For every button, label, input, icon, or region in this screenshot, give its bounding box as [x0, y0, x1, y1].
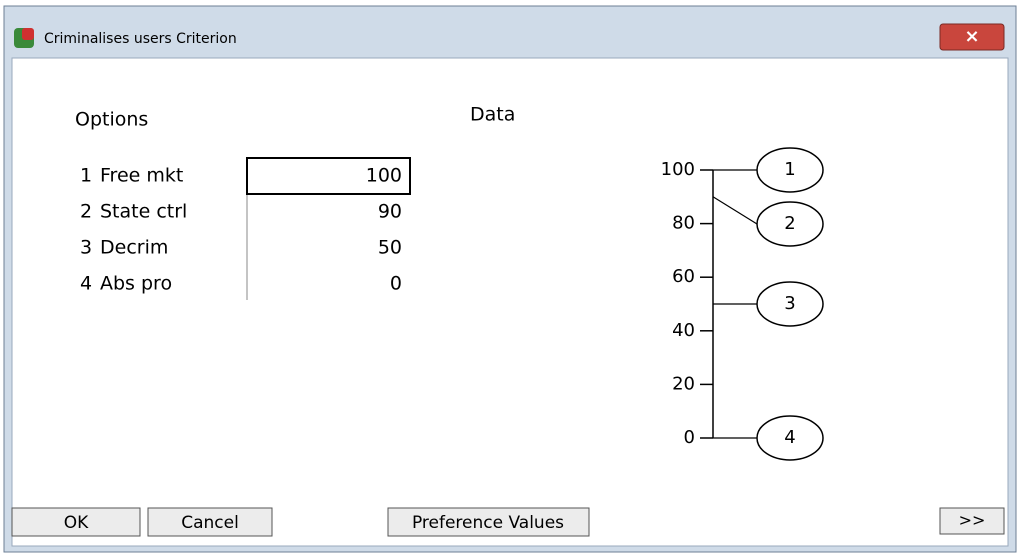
option-marker-label: 4 [784, 427, 795, 448]
option-marker [756, 147, 824, 193]
option-name: Decrim [100, 237, 168, 259]
option-value: 90 [378, 201, 402, 223]
option-number: 4 [80, 273, 92, 295]
scale-tick-label: 20 [672, 373, 695, 394]
scale-tick-label: 60 [672, 266, 695, 287]
option-marker-label: 1 [784, 159, 795, 180]
option-marker [756, 415, 824, 461]
more-button-bg [939, 507, 1005, 535]
option-marker [756, 201, 824, 247]
preference-button-label: Preference Values [412, 513, 564, 533]
window-body [11, 57, 1009, 547]
data-heading: Data [470, 104, 515, 126]
cancel-button[interactable]: Cancel [147, 507, 273, 537]
scale-tick-label: 80 [672, 213, 695, 234]
options-heading: Options [75, 109, 148, 131]
cancel-button-bg [147, 507, 273, 537]
option-name: State ctrl [100, 201, 187, 223]
option-marker [756, 281, 824, 327]
option-marker-label: 3 [784, 293, 795, 314]
scale-tick-label: 100 [661, 159, 695, 180]
preference-button[interactable]: Preference Values [387, 507, 590, 537]
option-number: 2 [80, 201, 92, 223]
option-name: Abs pro [100, 273, 172, 295]
option-number: 3 [80, 237, 92, 259]
option-value: 0 [390, 273, 402, 295]
close-button-label: × [964, 26, 979, 47]
more-button-label: >> [959, 511, 986, 530]
cancel-button-label: Cancel [181, 513, 239, 533]
option-marker-label: 2 [784, 213, 795, 234]
option-value: 50 [378, 237, 402, 259]
ok-button[interactable]: OK [11, 507, 141, 537]
option-value: 100 [366, 165, 402, 187]
option-connector [712, 196, 758, 225]
close-button[interactable]: × [939, 23, 1005, 51]
selected-cell [246, 157, 411, 195]
scale-tick-label: 0 [684, 427, 695, 448]
ok-button-label: OK [64, 513, 89, 533]
preference-button-bg [387, 507, 590, 537]
ok-button-bg [11, 507, 141, 537]
scale-tick-label: 40 [672, 320, 695, 341]
option-number: 1 [80, 165, 92, 187]
close-button-bg [939, 23, 1005, 51]
option-name: Free mkt [100, 165, 183, 187]
window-title: Criminalises users Criterion [44, 31, 237, 47]
app-icon-accent [22, 28, 34, 40]
more-button[interactable]: >> [939, 507, 1005, 535]
